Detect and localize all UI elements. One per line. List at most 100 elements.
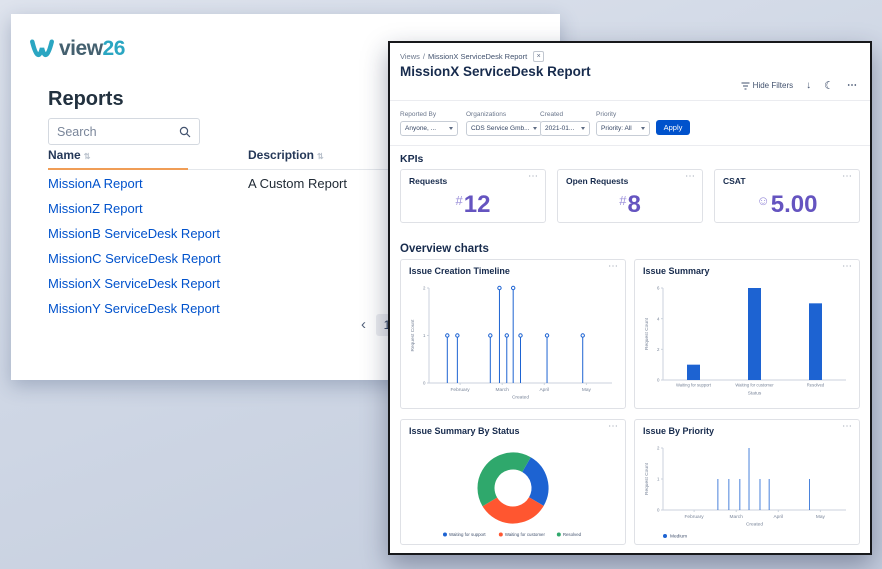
svg-text:Resolved: Resolved [563, 532, 582, 537]
search-icon[interactable] [179, 126, 191, 138]
svg-text:Waiting for customer: Waiting for customer [735, 383, 774, 388]
svg-text:Request Count: Request Count [410, 319, 416, 352]
chevron-down-icon [449, 127, 453, 130]
svg-text:1: 1 [657, 477, 660, 482]
kpi-card-csat: CSAT ⋯ ☺5.00 [714, 169, 860, 223]
svg-text:2: 2 [423, 286, 426, 291]
report-link[interactable]: MissionX ServiceDesk Report [48, 276, 220, 291]
filter-label-priority: Priority [596, 111, 617, 118]
table-header-divider [48, 169, 550, 170]
sort-icon: ⇅ [317, 152, 324, 161]
apply-button[interactable]: Apply [656, 120, 690, 135]
dashboard-window: Views / MissionX ServiceDesk Report × Mi… [388, 41, 872, 555]
kpi-card-requests: Requests ⋯ #12 [400, 169, 546, 223]
chart-card-issue-summary: Issue Summary ⋯ 0 2 4 6 Waiting for support W… [634, 259, 860, 409]
report-link[interactable]: MissionY ServiceDesk Report [48, 301, 220, 316]
svg-text:Medium: Medium [670, 534, 687, 540]
filter-value: CDS Service Gmb... [471, 125, 530, 132]
report-link[interactable]: MissionA Report [48, 176, 143, 191]
svg-text:April: April [773, 514, 783, 520]
kpis-heading: KPIs [400, 153, 424, 165]
svg-text:1: 1 [423, 333, 426, 338]
svg-text:2: 2 [657, 347, 660, 352]
filter-label-reported-by: Reported By [400, 111, 437, 118]
svg-text:Request Count: Request Count [644, 462, 650, 495]
card-menu-button[interactable]: ⋯ [842, 171, 853, 182]
card-menu-button[interactable]: ⋯ [608, 421, 619, 432]
report-description: A Custom Report [248, 176, 347, 191]
svg-text:4: 4 [657, 316, 660, 321]
svg-text:Waiting for support: Waiting for support [449, 532, 486, 537]
card-menu-button[interactable]: ⋯ [685, 171, 696, 182]
card-menu-button[interactable]: ⋯ [528, 171, 539, 182]
svg-text:0: 0 [423, 381, 426, 386]
prev-page-button[interactable]: ‹ [361, 316, 366, 333]
search-input[interactable] [57, 124, 179, 139]
filter-select-created[interactable]: 2021-01... [540, 121, 590, 136]
dark-mode-toggle[interactable]: ☾ [824, 80, 834, 92]
kpi-value: #8 [558, 191, 702, 219]
svg-text:Resolved: Resolved [807, 383, 825, 388]
card-menu-button[interactable]: ⋯ [608, 261, 619, 272]
card-menu-button[interactable]: ⋯ [842, 261, 853, 272]
tab-close-button[interactable]: × [533, 51, 545, 62]
svg-text:February: February [685, 514, 705, 520]
hash-icon: # [455, 193, 463, 208]
issue-summary-chart: 0 2 4 6 Waiting for support Waiting for custo… [639, 282, 855, 404]
brand-view: view [59, 37, 103, 60]
brand-26: 26 [102, 37, 126, 60]
table-row: MissionZ Report [11, 197, 560, 222]
column-header-description[interactable]: Description ⇅ [248, 148, 324, 162]
filter-value: Anyone, ... [405, 125, 437, 132]
svg-text:0: 0 [657, 508, 660, 513]
filter-select-priority[interactable]: Priority: All [596, 121, 650, 136]
svg-text:Status: Status [748, 391, 762, 397]
kpi-title: Open Requests [566, 176, 629, 186]
report-link[interactable]: MissionC ServiceDesk Report [48, 251, 221, 266]
svg-text:Created: Created [512, 395, 529, 401]
chart-svg: 0 1 2 February March April May Created Request C… [644, 446, 846, 540]
toolbar: Hide Filters ↓ ☾ ⋯ [741, 79, 858, 92]
filter-select-organizations[interactable]: CDS Service Gmb... [466, 121, 542, 136]
svg-text:0: 0 [657, 378, 660, 383]
svg-text:6: 6 [657, 286, 660, 291]
filter-value: 2021-01... [545, 125, 575, 132]
filter-organizations: Organizations CDS Service Gmb... [466, 111, 542, 136]
card-menu-button[interactable]: ⋯ [842, 421, 853, 432]
kpi-value: ☺5.00 [715, 191, 859, 219]
chart-svg: 0 1 2 February March April May Created Request C… [410, 286, 612, 401]
kpi-number: 5.00 [770, 191, 818, 218]
svg-text:April: April [539, 387, 549, 393]
chart-card-issue-by-priority: Issue By Priority ⋯ 0 1 2 February March Apri… [634, 419, 860, 545]
download-button[interactable]: ↓ [806, 80, 812, 91]
svg-text:March: March [496, 387, 510, 393]
chevron-down-icon [533, 127, 537, 130]
kpi-title: Requests [409, 176, 448, 186]
more-menu-button[interactable]: ⋯ [847, 80, 858, 91]
chart-title: Issue By Priority [643, 426, 715, 436]
filter-select-reported-by[interactable]: Anyone, ... [400, 121, 458, 136]
table-row: MissionB ServiceDesk Report [11, 222, 560, 247]
sorted-column-indicator [48, 168, 188, 170]
breadcrumb-current: MissionX ServiceDesk Report [427, 52, 528, 61]
filter-icon [741, 82, 750, 89]
kpi-value: #12 [401, 191, 545, 219]
breadcrumb-root[interactable]: Views [400, 52, 420, 61]
search-field [48, 118, 200, 145]
column-header-description-label: Description [248, 148, 315, 162]
hide-filters-button[interactable]: Hide Filters [741, 81, 793, 90]
hide-filters-label: Hide Filters [752, 81, 794, 90]
column-header-name[interactable]: Name ⇅ [48, 148, 90, 162]
report-link[interactable]: MissionB ServiceDesk Report [48, 226, 220, 241]
report-link[interactable]: MissionZ Report [48, 201, 143, 216]
table-row: MissionY ServiceDesk Report [11, 297, 560, 322]
view26-logo-icon [30, 39, 54, 57]
chevron-down-icon [641, 127, 645, 130]
svg-text:Waiting for customer: Waiting for customer [505, 532, 546, 537]
chart-svg: 0 2 4 6 Waiting for support Waiting for custo… [644, 286, 846, 397]
sort-icon: ⇅ [83, 152, 91, 161]
issue-by-priority-chart: 0 1 2 February March April May Created Request C… [639, 442, 855, 540]
filter-created: Created 2021-01... [540, 111, 590, 136]
svg-text:Waiting for support: Waiting for support [676, 383, 712, 388]
chart-title: Issue Summary By Status [409, 426, 520, 436]
